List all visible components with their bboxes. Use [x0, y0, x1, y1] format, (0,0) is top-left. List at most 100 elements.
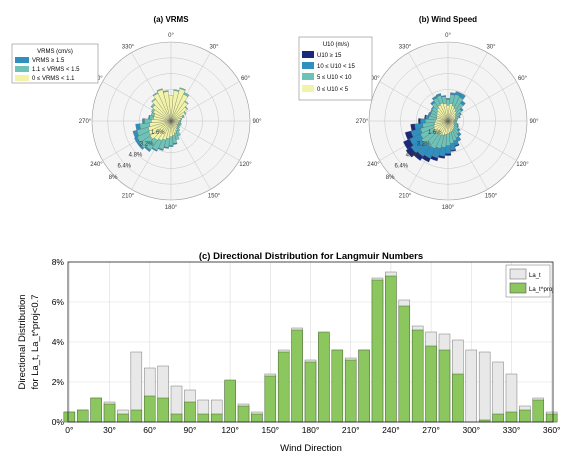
legend-a-item-0: VRMS ≥ 1.5: [32, 58, 65, 64]
rose-a-angle-label-180: 180°: [165, 205, 178, 211]
bar-la-t-proj-100: [197, 413, 210, 423]
x-tick-label-150: 150°: [262, 425, 280, 435]
rose-b-wedge-24-3: [403, 138, 414, 150]
bar-la-t-proj-0: [63, 411, 76, 423]
legend-b-item-1: 10 ≤ U10 < 15: [317, 64, 355, 70]
rose-b-wedge-25-3: [404, 130, 414, 140]
bar-la-t-proj-140: [251, 413, 263, 423]
rose-b-wedge-3-2: [459, 93, 466, 100]
rose-b-angle-label-240: 240°: [367, 162, 380, 168]
x-tick-label-30: 30°: [103, 425, 116, 435]
legend-b-swatch-1: [302, 62, 314, 69]
legend-a-item-2: 0 ≤ VRMS < 1.1: [32, 76, 75, 82]
legend-b-item-3: 0 ≤ U10 < 5: [317, 87, 349, 93]
rose-b-angle-label-150: 150°: [485, 193, 498, 199]
rose-b-bars: [403, 91, 466, 163]
rose-a-wedge-5-1: [184, 106, 189, 110]
legend-c: La_t La_t^proj: [505, 264, 554, 298]
bar-la-t-proj-150: [264, 375, 277, 423]
legend-c-item-0: La_t: [529, 273, 541, 279]
bar-la-t-proj-220: [358, 349, 370, 423]
rose-a-angle-label-330: 330°: [122, 45, 135, 51]
rose-a-wedge-27-1: [144, 118, 152, 124]
rose-a-angle-label-210: 210°: [122, 193, 135, 199]
rose-a-wedge-7-1: [181, 114, 185, 119]
rose-b-radial-label-1: 3.2%: [417, 141, 431, 147]
bar-la-t-proj-260: [411, 329, 424, 423]
plot-frame: [67, 261, 554, 423]
x-tick-label-240: 240°: [382, 425, 400, 435]
rose-a-radial-label-0: 1.6%: [151, 130, 165, 136]
bar-la-t-proj-360: [545, 413, 558, 423]
bar-la-t-proj-340: [519, 409, 531, 423]
legend-a-swatch-1: [15, 66, 29, 72]
legend-a-swatch-2: [15, 75, 29, 81]
bar-la-t-proj-200: [331, 349, 344, 423]
x-tick-label-300: 300°: [462, 425, 480, 435]
bar-la-t-proj-180: [304, 361, 317, 423]
rose-a-wedge-27-2: [142, 118, 145, 124]
rose-b-spoke-120: [447, 120, 517, 161]
rose-a-wedge-2-1: [179, 87, 186, 91]
rose-a-wedge-24-2: [134, 136, 141, 145]
y-tick-label-0: 0%: [52, 417, 65, 427]
rose-a-angle-label-240: 240°: [90, 162, 103, 168]
rose-a-wedge-35-1: [162, 90, 169, 93]
legend-a-title: VRMS (cm/s): [37, 49, 73, 55]
x-tick-label-120: 120°: [221, 425, 239, 435]
rose-a-wedge-8-1: [180, 118, 182, 121]
panel-b-title: (b) Wind Speed: [419, 15, 477, 24]
rose-a-wedge-34-1: [156, 88, 163, 92]
bar-la-t-proj-170: [291, 329, 303, 423]
rose-b-wedge-27-2: [420, 118, 426, 124]
rose-b-wedge-5-2: [459, 107, 464, 112]
y-tick-label-4: 4%: [52, 337, 65, 347]
legend-b-swatch-3: [302, 85, 314, 92]
y-tick-label-2: 2%: [52, 377, 65, 387]
x-tick-label-360: 360°: [543, 425, 561, 435]
rose-a-wedge-28-2: [148, 114, 151, 120]
rose-b-wedge-27-3: [418, 118, 421, 124]
rose-a-angle-label-270: 270°: [79, 119, 92, 125]
bar-la-t-proj-70: [157, 397, 169, 423]
rose-b-radial-label-3: 6.4%: [394, 164, 408, 170]
panel-a-title: (a) VRMS: [153, 15, 189, 24]
rose-b-angle-label-60: 60°: [518, 76, 528, 82]
bar-la-t-320: [492, 361, 504, 423]
rose-a-wedge-9-1: [179, 120, 181, 122]
rose-b-wedge-6-2: [459, 112, 462, 116]
bar-la-t-proj-110: [210, 413, 223, 423]
bar-la-t-proj-280: [438, 349, 451, 423]
rose-b-wedge-35-2: [441, 95, 446, 98]
bar-la-t-310: [478, 351, 491, 423]
bar-la-t-proj-250: [398, 305, 411, 423]
rose-a-wedge-18-2: [168, 145, 174, 147]
bar-la-t-proj-50: [130, 409, 143, 423]
rose-b-wedge-18-2: [445, 145, 451, 154]
rose-b-radial-label-4: 8%: [386, 175, 395, 181]
x-tick-label-270: 270°: [422, 425, 440, 435]
rose-a-wedge-3-1: [183, 92, 190, 97]
rose-b-wedge-23-3: [405, 146, 417, 158]
y-axis-label-line1: Directional Distribution: [17, 294, 28, 389]
rose-a-radial-label-2: 4.8%: [129, 153, 143, 159]
rose-a-wedge-4-1: [184, 100, 189, 105]
rose-b-wedge-8-1: [454, 118, 458, 121]
rose-b-wedge-7-2: [458, 115, 461, 119]
x-tick-label-60: 60°: [143, 425, 156, 435]
rose-b-angle-label-0: 0°: [445, 33, 451, 39]
y-axis-label-line2: for La_t, La_t^proj<0.7: [30, 294, 41, 389]
bar-la-t-proj-350: [532, 399, 545, 423]
rose-b-angle-label-180: 180°: [442, 205, 455, 211]
bar-la-t-proj-240: [385, 275, 397, 423]
bar-la-t-proj-290: [452, 373, 464, 423]
x-axis-label: Wind Direction: [280, 443, 342, 454]
rose-b-wedge-34-2: [435, 93, 442, 98]
rose-b-radial-label-2: 4.8%: [406, 153, 420, 159]
rose-b-angle-label-90: 90°: [529, 119, 539, 125]
bar-la-t-proj-330: [505, 411, 518, 423]
bar-la-t-proj-160: [277, 351, 290, 423]
x-tick-label-180: 180°: [302, 425, 320, 435]
rose-a-bars: [132, 87, 190, 152]
legend-b-item-0: U10 ≥ 15: [317, 53, 342, 59]
